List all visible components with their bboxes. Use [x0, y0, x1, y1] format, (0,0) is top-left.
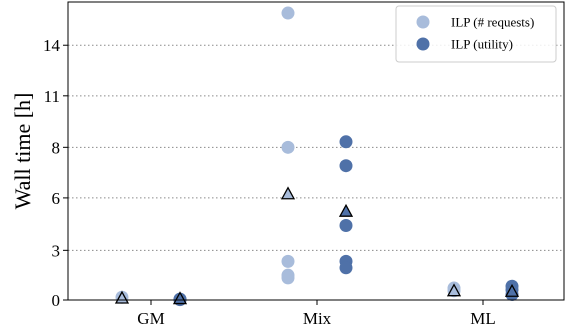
y-tick-label-3: 8 — [52, 138, 61, 157]
point-s0-3 — [281, 254, 295, 268]
mean-marker-s1-2 — [504, 283, 520, 297]
y-axis-label: Wall time [h] — [10, 93, 35, 210]
mean-marker-s1-0 — [172, 291, 188, 305]
mean-marker-s1-1 — [338, 203, 354, 217]
legend-marker-requests — [416, 15, 430, 29]
y-tick-label-1: 3 — [52, 241, 61, 260]
y-tick-label-4: 11 — [44, 87, 60, 106]
point-s0-1 — [281, 6, 295, 20]
legend-marker-utility — [416, 37, 430, 51]
grid-lines — [68, 44, 564, 251]
x-tick-label-2: ML — [470, 309, 496, 328]
point-s0-2 — [281, 140, 295, 154]
y-axis-ticks: 0 3 6 8 11 14 — [43, 36, 68, 310]
mean-marker-s0-2 — [446, 283, 462, 297]
y-tick-label-0: 0 — [52, 291, 61, 310]
y-tick-label-2: 6 — [52, 189, 61, 208]
mean-markers — [114, 186, 520, 305]
legend-label-utility: ILP (utility) — [451, 37, 513, 52]
point-s1-4 — [339, 219, 353, 232]
y-tick-label-5: 14 — [43, 36, 61, 55]
mean-marker-s0-1 — [280, 186, 296, 200]
legend-label-requests: ILP (# requests) — [451, 15, 534, 30]
plot-frame — [67, 1, 565, 301]
point-s1-6 — [339, 261, 353, 275]
x-tick-label-1: Mix — [303, 309, 332, 328]
point-s1-2 — [339, 135, 353, 149]
legend-box — [395, 5, 557, 63]
x-tick-label-0: GM — [137, 309, 164, 328]
legend: ILP (# requests) ILP (utility) — [395, 5, 557, 63]
x-axis-ticks: GM Mix ML — [137, 300, 496, 328]
point-s0-5 — [281, 271, 295, 285]
point-s1-3 — [339, 159, 353, 173]
